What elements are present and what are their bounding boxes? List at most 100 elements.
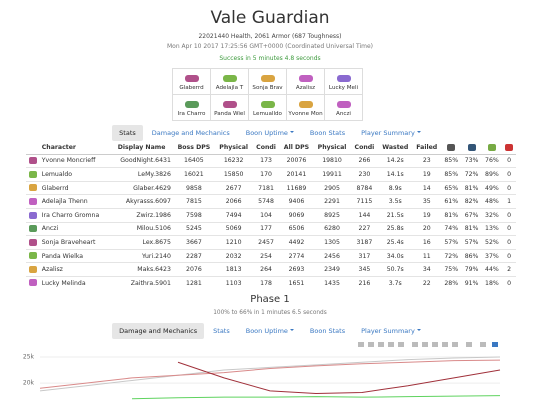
player-name: Sonja Brav bbox=[252, 85, 283, 91]
tab[interactable]: Stats bbox=[213, 327, 230, 335]
icon bbox=[28, 170, 37, 178]
squad-cell: Lucky Meli bbox=[324, 68, 363, 95]
cell: 177 bbox=[252, 221, 280, 236]
tab[interactable]: Player Summary bbox=[354, 323, 428, 339]
cell: 8925 bbox=[313, 207, 351, 223]
icon bbox=[28, 279, 37, 287]
player-name: Azalisz bbox=[295, 85, 316, 91]
icon bbox=[260, 75, 275, 82]
cell: Yvonne Moncrieff bbox=[39, 153, 111, 168]
cell: 2349 bbox=[313, 262, 351, 277]
cell: 85% bbox=[441, 167, 462, 182]
series-line bbox=[177, 361, 501, 395]
cell: 32% bbox=[481, 207, 503, 223]
header-cell: Failed bbox=[412, 141, 442, 155]
tab[interactable]: Damage and Mechanics bbox=[112, 323, 205, 339]
player-name: Glaberrd bbox=[179, 85, 204, 91]
cell: 19911 bbox=[313, 167, 351, 182]
cell: 2456 bbox=[313, 248, 351, 263]
icon bbox=[28, 184, 37, 192]
class-icon bbox=[26, 235, 40, 250]
player-name: Ira Charro bbox=[177, 111, 206, 117]
cell: 85% bbox=[441, 153, 462, 168]
result: Success in 5 minutes 4.8 seconds bbox=[219, 55, 321, 62]
cell: Zaithra.5901 bbox=[110, 275, 173, 290]
icon bbox=[336, 101, 351, 108]
squad-cell: Sonja Brav bbox=[248, 68, 287, 95]
cell: 2457 bbox=[252, 235, 280, 250]
icon bbox=[487, 143, 496, 151]
cell: 91% bbox=[461, 275, 482, 290]
cell: 2693 bbox=[279, 262, 314, 277]
cell: 16232 bbox=[214, 153, 253, 168]
tab[interactable]: Player Summary bbox=[354, 125, 428, 141]
cell: 73% bbox=[461, 153, 482, 168]
tab[interactable]: Boon Stats bbox=[309, 327, 346, 335]
header-icon bbox=[502, 141, 516, 155]
cell: 0 bbox=[502, 235, 516, 250]
icon bbox=[222, 101, 237, 108]
icon bbox=[184, 101, 199, 108]
cell: Adelajla Thenn bbox=[39, 194, 111, 209]
cell: 14.1s bbox=[378, 167, 413, 182]
cell: 21.5s bbox=[378, 207, 413, 223]
cell: 2905 bbox=[313, 180, 351, 195]
cell: 2677 bbox=[214, 180, 253, 195]
tab[interactable]: Boon Stats bbox=[309, 129, 346, 137]
cell: 89% bbox=[481, 167, 503, 182]
cell: 57% bbox=[441, 235, 462, 250]
tab[interactable]: Damage and Mechanics bbox=[151, 129, 230, 137]
cell: 317 bbox=[350, 248, 379, 263]
cell: 19810 bbox=[313, 153, 351, 168]
table-row: Lucky Melinda Zaithra.5901 1281 1103 178 1651… bbox=[26, 275, 516, 290]
icon bbox=[222, 75, 237, 82]
cell: 72% bbox=[461, 167, 482, 182]
cell: 7494 bbox=[214, 207, 253, 223]
cell: Anczi bbox=[39, 221, 111, 236]
chart: 25k 20k bbox=[23, 342, 501, 400]
cell: Akyrasss.6097 bbox=[110, 194, 173, 209]
cell: 1435 bbox=[313, 275, 351, 290]
cell: 11 bbox=[412, 248, 442, 263]
squad-cell: Ira Charro bbox=[172, 94, 211, 121]
squad-cell: Lemualldo bbox=[248, 94, 287, 121]
tab[interactable]: Boon Uptime bbox=[239, 323, 301, 339]
cell: 1281 bbox=[172, 275, 215, 290]
cell: 178 bbox=[252, 275, 280, 290]
header-icon bbox=[481, 141, 503, 155]
cell: 2066 bbox=[214, 194, 253, 209]
squad-cell: Glaberrd bbox=[172, 68, 211, 95]
player-name: Panda Wiel bbox=[214, 111, 245, 117]
class-icon bbox=[26, 153, 40, 168]
cell: Lucky Melinda bbox=[39, 275, 111, 290]
header-cell bbox=[26, 141, 40, 155]
table-row: Ira Charro Gromna Zwirz.1986 7598 7494 104 90… bbox=[26, 207, 516, 223]
cell: 9406 bbox=[279, 194, 314, 209]
phase-subtitle: 100% to 66% in 1 minutes 6.5 seconds bbox=[213, 310, 327, 316]
series-line bbox=[39, 359, 501, 389]
squad-cell: Azalisz bbox=[286, 68, 325, 95]
cell: 227 bbox=[350, 221, 379, 236]
cell: 8784 bbox=[350, 180, 379, 195]
table-row: Glaberrd Glaber.4629 9858 2677 7181 11689 2905… bbox=[26, 180, 516, 195]
cell: 61% bbox=[441, 194, 462, 209]
cell: 4492 bbox=[279, 235, 314, 250]
cell: 44% bbox=[481, 262, 503, 277]
icon bbox=[336, 75, 351, 82]
cell: 14.2s bbox=[378, 153, 413, 168]
cell: 216 bbox=[350, 275, 379, 290]
toolbar bbox=[358, 342, 498, 347]
cell: GoodNight.6431 bbox=[110, 153, 173, 168]
cell: 264 bbox=[252, 262, 280, 277]
class-icon bbox=[26, 275, 40, 290]
squad-cell: Yvonne Mon bbox=[286, 94, 325, 121]
cell: 82% bbox=[461, 194, 482, 209]
series-line bbox=[131, 395, 501, 400]
phase-title: Phase 1 bbox=[250, 294, 290, 305]
tab[interactable]: Stats bbox=[112, 125, 143, 141]
cell: 0 bbox=[502, 167, 516, 182]
cell: 20141 bbox=[279, 167, 314, 182]
cell: 7115 bbox=[350, 194, 379, 209]
cell: 3.7s bbox=[378, 275, 413, 290]
tab[interactable]: Boon Uptime bbox=[239, 125, 301, 141]
